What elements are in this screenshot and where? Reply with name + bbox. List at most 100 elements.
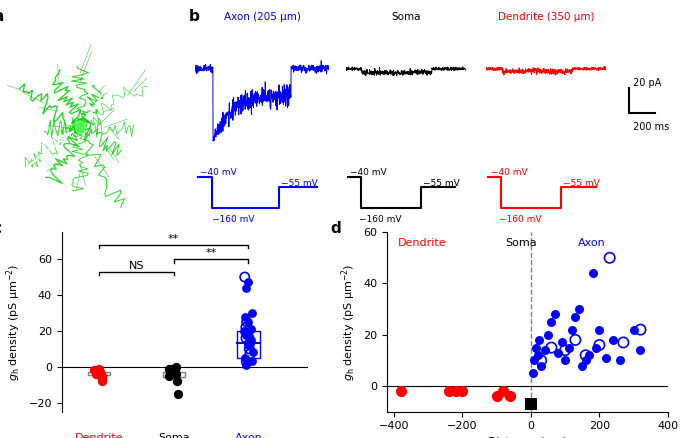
Point bbox=[170, 364, 181, 371]
Point bbox=[604, 254, 615, 261]
X-axis label: Distance (μm): Distance (μm) bbox=[488, 437, 567, 438]
Y-axis label: $g_{\mathrm{h}}$ density (pS μm$^{-2}$): $g_{\mathrm{h}}$ density (pS μm$^{-2}$) bbox=[339, 263, 358, 381]
Point bbox=[241, 358, 252, 365]
Text: Axon (205 μm): Axon (205 μm) bbox=[223, 13, 301, 22]
Text: Dendrite (350 μm): Dendrite (350 μm) bbox=[498, 13, 595, 22]
Point bbox=[529, 357, 540, 364]
Point bbox=[241, 331, 252, 338]
Point bbox=[395, 388, 406, 395]
Text: −40 mV: −40 mV bbox=[490, 168, 527, 177]
Bar bbox=[237, 331, 260, 358]
Point bbox=[543, 331, 553, 338]
Polygon shape bbox=[76, 121, 84, 134]
Bar bbox=[88, 372, 110, 375]
Point bbox=[457, 388, 468, 395]
Point bbox=[549, 311, 560, 318]
Text: NS: NS bbox=[129, 261, 144, 271]
Point bbox=[240, 313, 251, 320]
Point bbox=[243, 333, 254, 340]
Point bbox=[242, 318, 253, 325]
Text: Dendrite: Dendrite bbox=[398, 237, 447, 247]
Text: −160 mV: −160 mV bbox=[212, 215, 255, 224]
Point bbox=[245, 351, 256, 358]
Point bbox=[570, 336, 581, 343]
Point bbox=[618, 339, 629, 346]
Point bbox=[245, 325, 256, 332]
Point bbox=[169, 369, 180, 376]
Point bbox=[173, 390, 184, 397]
Point bbox=[584, 352, 595, 359]
Point bbox=[96, 378, 107, 385]
Point bbox=[247, 358, 258, 365]
Y-axis label: $g_{\mathrm{h}}$ density (pS μm$^{-2}$): $g_{\mathrm{h}}$ density (pS μm$^{-2}$) bbox=[4, 263, 23, 381]
Point bbox=[246, 336, 257, 343]
Point bbox=[171, 371, 182, 378]
Point bbox=[238, 328, 249, 335]
Point bbox=[553, 349, 564, 356]
Point bbox=[614, 357, 625, 364]
Text: Soma: Soma bbox=[158, 433, 190, 438]
Point bbox=[240, 361, 251, 368]
Point bbox=[530, 344, 541, 351]
Point bbox=[90, 367, 101, 374]
Text: Soma: Soma bbox=[391, 13, 421, 22]
Text: 20 pA: 20 pA bbox=[633, 78, 661, 88]
Point bbox=[580, 352, 591, 359]
Point bbox=[166, 365, 177, 372]
Point bbox=[556, 339, 567, 346]
Point bbox=[240, 329, 251, 336]
Point bbox=[450, 388, 461, 395]
Text: d: d bbox=[331, 221, 342, 237]
Point bbox=[243, 342, 254, 349]
Point bbox=[247, 309, 258, 316]
Point bbox=[164, 365, 175, 372]
Text: Axon: Axon bbox=[234, 433, 262, 438]
Point bbox=[240, 354, 251, 361]
Point bbox=[560, 357, 571, 364]
Point bbox=[171, 378, 182, 385]
Text: c: c bbox=[0, 221, 1, 237]
Point bbox=[546, 318, 557, 325]
Text: a: a bbox=[0, 9, 3, 24]
Text: −55 mV: −55 mV bbox=[423, 179, 460, 187]
Point bbox=[527, 370, 538, 377]
Point bbox=[240, 335, 251, 342]
Point bbox=[241, 318, 252, 325]
Text: 50μm: 50μm bbox=[128, 194, 154, 203]
Point bbox=[491, 393, 502, 400]
Point bbox=[242, 279, 253, 286]
Point bbox=[573, 306, 584, 313]
Point bbox=[563, 344, 574, 351]
Point bbox=[244, 345, 255, 352]
Point bbox=[97, 372, 108, 379]
Point bbox=[240, 284, 251, 291]
Point bbox=[539, 346, 550, 353]
Point bbox=[163, 372, 174, 379]
Point bbox=[97, 374, 108, 381]
Text: −55 mV: −55 mV bbox=[281, 179, 318, 187]
Text: −40 mV: −40 mV bbox=[350, 168, 387, 177]
Text: −40 mV: −40 mV bbox=[200, 168, 236, 177]
Text: −55 mV: −55 mV bbox=[563, 179, 600, 187]
Text: Soma: Soma bbox=[505, 237, 536, 247]
Point bbox=[95, 369, 106, 376]
Text: Axon: Axon bbox=[578, 237, 606, 247]
Point bbox=[635, 326, 646, 333]
Point bbox=[90, 371, 101, 378]
Point bbox=[247, 349, 258, 356]
Point bbox=[240, 329, 251, 336]
Point bbox=[546, 344, 557, 351]
Text: −160 mV: −160 mV bbox=[359, 215, 401, 224]
Point bbox=[534, 336, 545, 343]
Point bbox=[570, 313, 581, 320]
Point bbox=[587, 270, 598, 277]
Point bbox=[244, 340, 255, 347]
Point bbox=[635, 346, 646, 353]
Point bbox=[239, 273, 250, 281]
Text: −160 mV: −160 mV bbox=[499, 215, 542, 224]
Point bbox=[628, 326, 639, 333]
Point bbox=[244, 338, 255, 345]
Point bbox=[240, 324, 251, 331]
Point bbox=[165, 369, 176, 376]
Point bbox=[536, 357, 547, 364]
